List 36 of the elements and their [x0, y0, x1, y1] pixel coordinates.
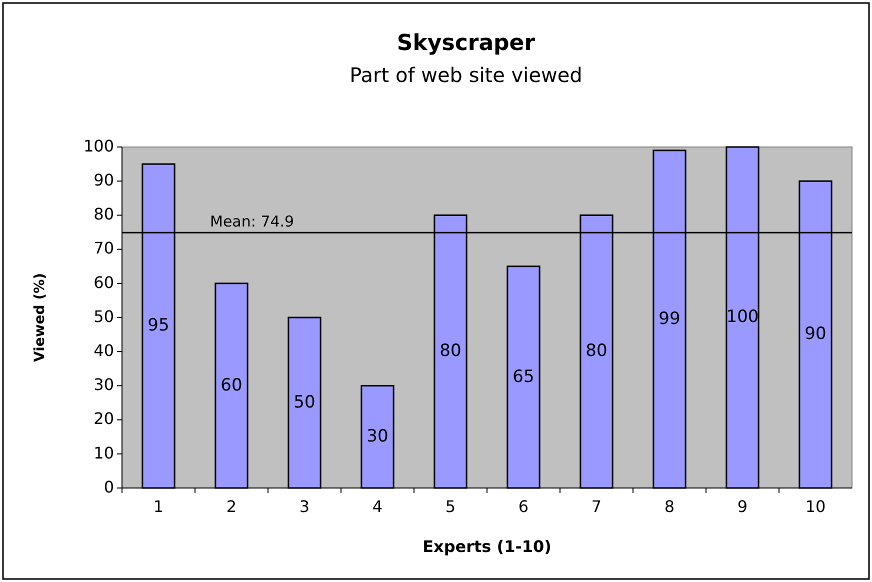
y-tick-label: 70 — [94, 238, 114, 258]
data-label: 90 — [804, 324, 826, 344]
x-tick-label: 3 — [299, 497, 310, 516]
y-tick-label: 0 — [104, 477, 114, 496]
y-tick-label: 100 — [83, 136, 114, 156]
data-label: 65 — [512, 366, 534, 387]
x-axis-title: Experts (1-10) — [422, 537, 552, 556]
x-tick-label: 9 — [737, 497, 748, 516]
chart-title: Skyscraper — [396, 31, 536, 56]
y-axis-title: Viewed (%) — [32, 272, 48, 362]
y-tick-label: 80 — [94, 204, 114, 224]
y-tick-label: 50 — [94, 306, 114, 326]
x-tick-label: 1 — [153, 497, 164, 516]
data-label: 30 — [366, 426, 388, 447]
x-tick-label: 2 — [226, 497, 237, 516]
x-tick-label: 10 — [805, 497, 826, 516]
x-tick-label: 4 — [372, 497, 383, 516]
data-label: 60 — [220, 375, 242, 396]
y-tick-label: 30 — [94, 375, 114, 394]
data-label: 80 — [586, 341, 608, 362]
data-label: 50 — [294, 392, 316, 412]
y-tick-label: 60 — [94, 272, 114, 292]
x-tick-label: 5 — [445, 497, 456, 516]
y-tick-label: 20 — [94, 409, 114, 428]
data-label: 80 — [440, 341, 462, 362]
data-label: 99 — [658, 308, 680, 329]
y-tick-label: 40 — [94, 340, 114, 360]
x-tick-label: 6 — [518, 497, 529, 516]
x-tick-label: 8 — [664, 497, 675, 516]
data-label: 95 — [148, 316, 170, 336]
y-tick-label: 90 — [94, 170, 114, 190]
x-tick-label: 7 — [591, 497, 602, 516]
ref-line-label: Mean: 74.9 — [210, 212, 294, 231]
chart-subtitle: Part of web site viewed — [350, 63, 582, 87]
y-tick-label: 10 — [94, 443, 114, 462]
data-label: 100 — [726, 307, 759, 328]
